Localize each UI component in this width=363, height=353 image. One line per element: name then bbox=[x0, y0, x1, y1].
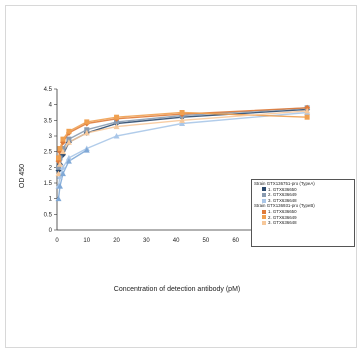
legend-label: 2. GTX636649 bbox=[268, 192, 297, 198]
legend-label: 3. GTX636648 bbox=[268, 197, 297, 203]
legend-marker bbox=[262, 220, 266, 225]
legend-item: 3. GTX636648 bbox=[254, 198, 352, 204]
data-point bbox=[66, 128, 72, 134]
data-point bbox=[55, 155, 61, 161]
data-point bbox=[113, 123, 120, 130]
legend-marker bbox=[262, 198, 266, 203]
data-point bbox=[83, 147, 90, 153]
data-point bbox=[179, 120, 186, 126]
data-point bbox=[59, 164, 66, 170]
data-point bbox=[113, 133, 120, 139]
y-tick-label: 0.5 bbox=[44, 212, 53, 218]
series-markers bbox=[55, 104, 311, 202]
data-point bbox=[65, 139, 72, 145]
x-tick-label: 0 bbox=[55, 238, 59, 244]
legend-marker bbox=[262, 209, 266, 214]
x-tick-label: 10 bbox=[83, 238, 90, 244]
data-point bbox=[55, 170, 62, 177]
y-tick-label: 4.5 bbox=[44, 87, 53, 93]
data-point bbox=[114, 114, 120, 120]
y-tick-label: 3.5 bbox=[44, 118, 53, 124]
x-axis-label: Concentration of detection antibody (pM) bbox=[114, 286, 240, 293]
legend-item: 3. GTX636648 bbox=[254, 220, 352, 226]
x-tick-label: 40 bbox=[173, 238, 180, 244]
legend-label: 1. GTX636650 bbox=[268, 208, 297, 214]
data-point bbox=[55, 195, 62, 202]
y-tick-label: 4 bbox=[49, 103, 53, 109]
x-tick-label: 50 bbox=[203, 238, 210, 244]
y-tick-label: 2 bbox=[49, 165, 53, 171]
data-point bbox=[304, 107, 311, 114]
legend-label: 2. GTX636649 bbox=[268, 214, 297, 220]
data-point bbox=[65, 158, 72, 164]
x-tick-label: 60 bbox=[232, 238, 239, 244]
legend-marker bbox=[262, 215, 266, 220]
data-point bbox=[179, 110, 185, 115]
data-point bbox=[59, 148, 66, 155]
data-point bbox=[60, 146, 66, 152]
data-point bbox=[84, 119, 90, 125]
data-point bbox=[179, 117, 186, 123]
legend-item: 2. GTX636649 bbox=[254, 215, 352, 221]
legend-group-title: Strain GTX136751-pro (TypeA) bbox=[254, 181, 315, 186]
data-point bbox=[65, 154, 72, 161]
data-point bbox=[59, 170, 66, 177]
data-point bbox=[114, 119, 120, 125]
data-point bbox=[57, 146, 63, 152]
data-point bbox=[55, 164, 61, 170]
chart-frame bbox=[5, 5, 357, 348]
y-tick-label: 2.5 bbox=[44, 150, 53, 156]
legend-marker bbox=[262, 187, 266, 192]
legend-label: 1. GTX636650 bbox=[268, 186, 297, 192]
legend-marker bbox=[262, 192, 266, 197]
data-point bbox=[56, 173, 63, 180]
data-point bbox=[56, 183, 63, 189]
y-tick-label: 3 bbox=[49, 134, 53, 140]
legend-label: 3. GTX636648 bbox=[268, 220, 297, 226]
x-tick-label: 30 bbox=[143, 238, 150, 244]
legend-item: 1. GTX636650 bbox=[254, 209, 352, 215]
data-point bbox=[83, 129, 90, 136]
y-tick-label: 1 bbox=[49, 197, 53, 203]
data-point bbox=[304, 114, 310, 120]
data-point bbox=[304, 104, 311, 111]
legend-item: 1. GTX636650 bbox=[254, 187, 352, 193]
legend-group-title: Strain GTX136931-pro (TypeB) bbox=[254, 203, 315, 209]
x-tick-label: 20 bbox=[113, 238, 120, 244]
data-point bbox=[56, 161, 63, 167]
data-point bbox=[84, 127, 90, 133]
y-tick-label: 1.5 bbox=[44, 181, 53, 187]
legend-item: 2. GTX636649 bbox=[254, 192, 352, 198]
chart-legend: Strain GTX136751-pro (TypeA) 1. GTX636650… bbox=[251, 179, 355, 247]
data-point bbox=[66, 136, 72, 142]
data-point bbox=[60, 136, 66, 142]
y-tick-label: 0 bbox=[49, 228, 53, 234]
y-axis-label: OD 450 bbox=[19, 164, 26, 188]
